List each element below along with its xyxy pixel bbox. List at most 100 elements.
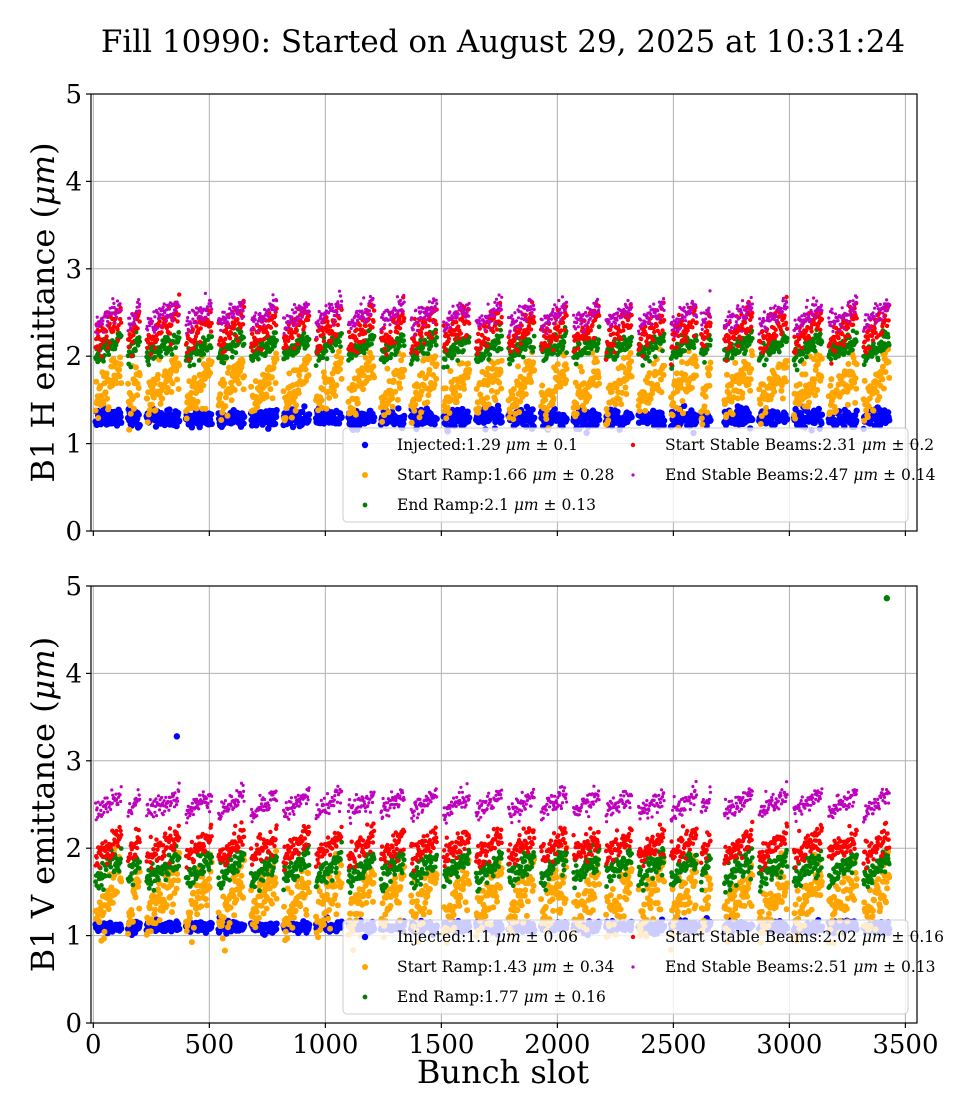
data-point xyxy=(265,333,270,338)
data-point xyxy=(861,377,868,384)
data-point xyxy=(152,346,158,351)
data-point xyxy=(688,384,695,391)
data-point xyxy=(422,341,427,346)
data-point xyxy=(433,375,440,382)
data-point xyxy=(136,335,142,340)
data-point xyxy=(96,332,100,336)
data-point xyxy=(818,374,825,380)
data-point xyxy=(628,358,635,365)
data-point xyxy=(604,411,611,418)
data-point xyxy=(235,338,241,344)
data-point xyxy=(385,409,392,416)
data-point xyxy=(326,394,333,401)
data-point xyxy=(305,317,311,323)
data-point xyxy=(401,366,408,373)
data-point xyxy=(392,340,397,345)
data-point xyxy=(531,367,538,374)
data-point xyxy=(152,407,159,414)
data-point xyxy=(259,347,264,352)
data-point xyxy=(591,335,597,341)
data-point xyxy=(596,324,602,330)
data-point xyxy=(207,411,215,418)
data-point xyxy=(273,350,280,357)
data-point xyxy=(105,315,109,319)
data-point xyxy=(699,421,706,428)
data-point xyxy=(728,344,734,350)
data-point xyxy=(682,371,689,378)
data-point xyxy=(729,411,736,418)
data-point xyxy=(457,336,462,341)
data-point xyxy=(845,361,852,367)
data-point xyxy=(871,422,878,429)
data-point xyxy=(231,387,238,393)
data-point xyxy=(563,416,570,423)
data-point xyxy=(594,358,600,365)
data-point xyxy=(880,385,887,392)
data-point xyxy=(783,320,789,325)
data-point xyxy=(668,362,674,367)
data-point xyxy=(425,392,432,399)
data-point xyxy=(773,327,778,332)
data-point xyxy=(273,323,279,328)
data-point xyxy=(596,313,602,318)
data-point xyxy=(485,344,490,349)
data-point xyxy=(371,374,378,381)
data-point xyxy=(101,319,105,323)
data-point xyxy=(100,322,104,326)
data-point xyxy=(779,395,786,402)
data-point xyxy=(576,346,581,351)
data-point xyxy=(101,330,106,334)
data-point xyxy=(130,340,135,345)
data-point xyxy=(389,395,396,402)
data-point xyxy=(659,313,665,319)
data-point xyxy=(248,383,255,390)
data-point xyxy=(352,411,359,418)
data-point xyxy=(135,326,140,331)
data-point xyxy=(126,344,131,350)
data-point xyxy=(409,350,414,356)
data-point xyxy=(784,358,791,364)
data-point xyxy=(153,315,157,319)
data-point xyxy=(819,317,825,322)
data-point xyxy=(138,302,142,306)
data-point xyxy=(293,326,299,332)
data-point xyxy=(145,345,150,351)
data-point xyxy=(217,391,224,398)
data-point xyxy=(288,414,295,421)
data-point xyxy=(886,318,891,323)
data-point xyxy=(661,317,667,323)
data-point xyxy=(507,361,513,367)
data-point xyxy=(117,354,124,361)
data-point xyxy=(397,326,403,331)
data-point xyxy=(814,387,821,393)
data-point xyxy=(783,364,790,371)
data-point xyxy=(749,416,756,423)
data-point xyxy=(371,308,377,313)
data-point xyxy=(361,338,366,343)
data-point xyxy=(97,324,101,328)
data-point xyxy=(305,372,312,379)
data-point xyxy=(596,380,603,387)
data-point xyxy=(191,346,196,351)
data-point xyxy=(95,415,102,421)
data-point xyxy=(561,340,567,345)
data-point xyxy=(222,403,229,410)
data-point xyxy=(605,417,612,424)
data-point xyxy=(135,411,142,418)
data-point xyxy=(118,419,125,426)
data-point xyxy=(564,350,569,356)
data-point xyxy=(321,339,327,344)
data-point xyxy=(115,327,120,332)
data-point xyxy=(521,384,528,391)
data-point xyxy=(853,385,860,392)
data-point xyxy=(166,406,173,413)
data-point xyxy=(117,361,124,368)
data-point xyxy=(573,410,580,417)
data-point xyxy=(660,348,665,354)
data-point xyxy=(879,330,885,335)
data-point xyxy=(507,409,514,416)
data-point xyxy=(100,400,107,407)
data-point xyxy=(701,403,708,410)
data-point xyxy=(522,391,529,398)
data-point xyxy=(654,323,659,328)
